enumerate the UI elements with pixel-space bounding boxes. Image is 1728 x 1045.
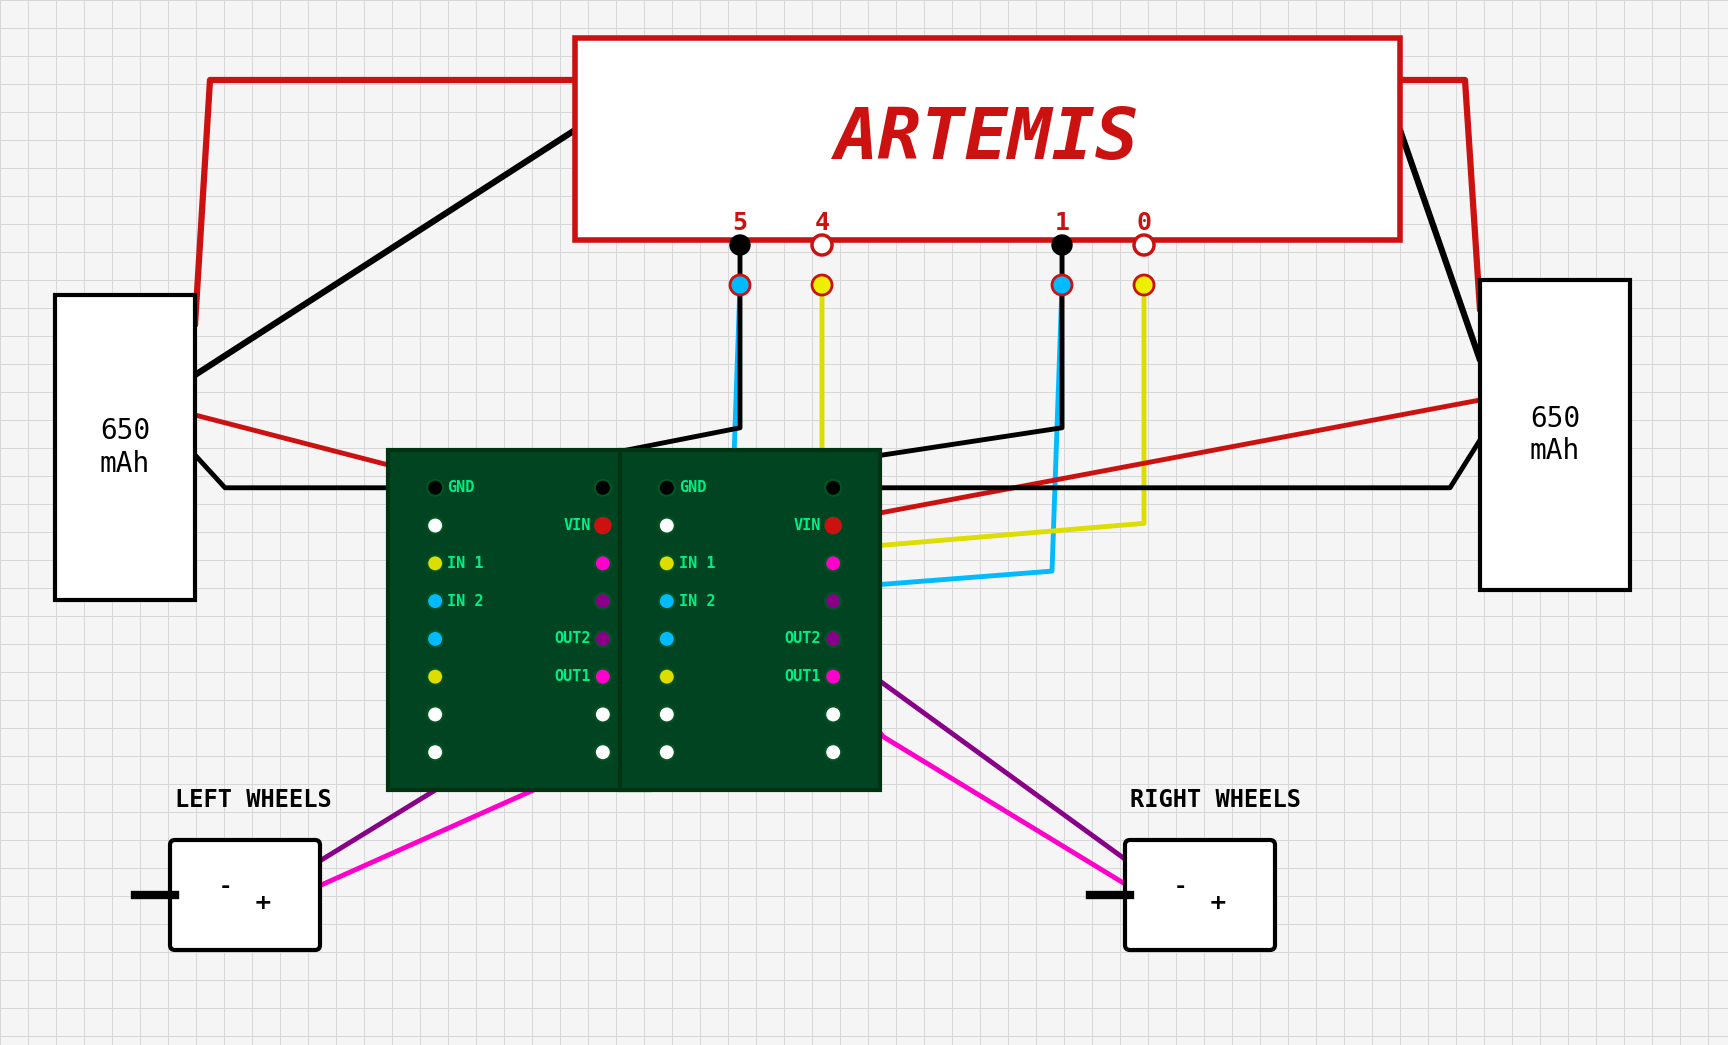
Text: +: + (254, 893, 273, 913)
Circle shape (1052, 275, 1071, 295)
Text: IN 1: IN 1 (448, 556, 484, 571)
Circle shape (1134, 235, 1154, 255)
FancyBboxPatch shape (620, 450, 880, 790)
Circle shape (427, 555, 442, 572)
Text: VIN: VIN (563, 518, 591, 533)
Circle shape (427, 631, 442, 647)
Text: ARTEMIS: ARTEMIS (835, 104, 1140, 173)
Text: OUT1: OUT1 (555, 669, 591, 684)
Circle shape (826, 669, 842, 684)
Circle shape (1134, 275, 1154, 295)
Text: GND: GND (679, 481, 707, 495)
Text: 4: 4 (814, 211, 829, 235)
Text: 0: 0 (1137, 211, 1151, 235)
Circle shape (658, 669, 676, 684)
Circle shape (658, 480, 676, 495)
Text: OUT2: OUT2 (785, 631, 821, 647)
Circle shape (826, 744, 842, 760)
Text: LEFT WHEELS: LEFT WHEELS (175, 788, 332, 812)
FancyBboxPatch shape (1479, 280, 1630, 590)
Circle shape (826, 555, 842, 572)
Circle shape (594, 594, 610, 609)
Circle shape (658, 555, 676, 572)
Circle shape (594, 631, 610, 647)
Text: VIN: VIN (793, 518, 821, 533)
Circle shape (427, 480, 442, 495)
Circle shape (427, 669, 442, 684)
Circle shape (427, 517, 442, 534)
Circle shape (812, 235, 831, 255)
Text: IN 2: IN 2 (679, 594, 715, 608)
Text: -: - (1175, 877, 1185, 897)
FancyBboxPatch shape (389, 450, 650, 790)
Circle shape (658, 517, 676, 534)
Circle shape (826, 517, 842, 534)
Circle shape (594, 669, 610, 684)
Text: 650
mAh: 650 mAh (1529, 404, 1579, 465)
Circle shape (594, 744, 610, 760)
Text: OUT2: OUT2 (555, 631, 591, 647)
FancyBboxPatch shape (55, 295, 195, 600)
Text: 5: 5 (733, 211, 748, 235)
Text: IN 1: IN 1 (679, 556, 715, 571)
Circle shape (594, 517, 610, 534)
Circle shape (1052, 235, 1071, 255)
Circle shape (427, 706, 442, 722)
Circle shape (658, 744, 676, 760)
Text: RIGHT WHEELS: RIGHT WHEELS (1130, 788, 1301, 812)
Circle shape (826, 594, 842, 609)
Circle shape (594, 706, 610, 722)
Circle shape (658, 594, 676, 609)
Text: IN 2: IN 2 (448, 594, 484, 608)
FancyBboxPatch shape (169, 840, 320, 950)
Circle shape (427, 744, 442, 760)
Text: 1: 1 (1054, 211, 1070, 235)
Circle shape (594, 480, 610, 495)
Circle shape (427, 594, 442, 609)
Circle shape (826, 631, 842, 647)
Circle shape (826, 480, 842, 495)
Text: -: - (219, 877, 230, 897)
FancyBboxPatch shape (1125, 840, 1275, 950)
Circle shape (729, 235, 750, 255)
Circle shape (812, 275, 831, 295)
Circle shape (826, 517, 842, 534)
Text: 650
mAh: 650 mAh (100, 417, 150, 478)
Circle shape (658, 631, 676, 647)
Circle shape (826, 706, 842, 722)
Circle shape (729, 275, 750, 295)
Circle shape (658, 706, 676, 722)
Text: OUT1: OUT1 (785, 669, 821, 684)
Circle shape (594, 517, 610, 534)
Text: GND: GND (448, 481, 475, 495)
FancyBboxPatch shape (575, 38, 1400, 240)
Text: +: + (1208, 893, 1227, 913)
Circle shape (594, 555, 610, 572)
